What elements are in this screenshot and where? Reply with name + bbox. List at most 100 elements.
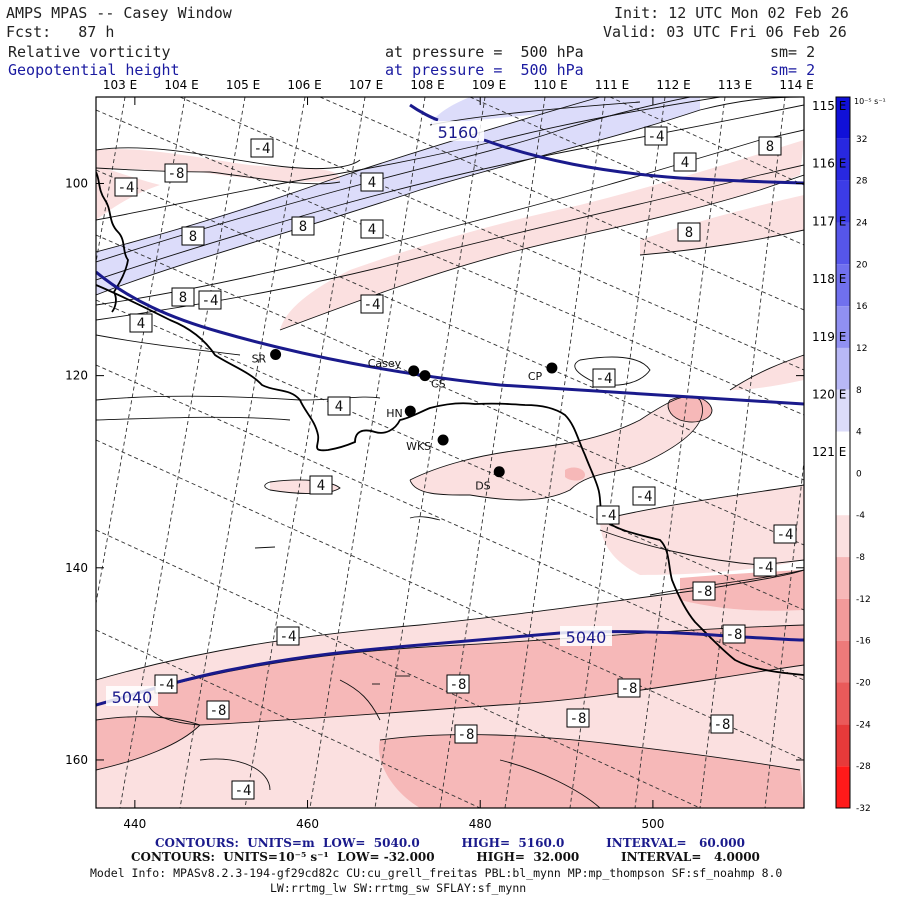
vorticity-label-box [566,708,590,728]
x-tick-label: 500 [641,817,664,831]
colorbar-label: 0 [856,469,862,479]
height-contour-label: 5040 [566,628,607,647]
vorticity-label-box [710,714,734,734]
y-tick-label: 140 [65,561,88,575]
field1-smoothing: sm= 2 [770,43,816,61]
station-dot [419,370,431,382]
height-label-bg [106,686,158,706]
colorbar-swatch [836,724,850,767]
init-time: Init: 12 UTC Mon 02 Feb 26 [614,4,849,22]
colorbar-label: 12 [856,344,867,354]
height-contour-label: 5160 [438,123,479,142]
top-lon-label: 114 E [779,78,813,92]
height-contour-info: CONTOURS: UNITS=m LOW= 5040.0 HIGH= 5160… [155,836,745,850]
station-label: Casey [368,357,402,370]
colorbar-swatch [836,598,850,641]
vorticity-label-box [617,678,641,698]
right-lon-label: 116 E [812,157,846,171]
colorbar-label: -8 [856,553,865,563]
colorbar-swatch [836,264,850,307]
vorticity-label: -4 [600,508,617,524]
colorbar-swatch [836,138,850,181]
vorticity-label-box [632,486,656,506]
colorbar-swatch [836,473,850,516]
colorbar-label: 4 [856,428,862,438]
station-label: WKS [406,440,431,453]
vorticity-label-box [129,313,153,333]
y-tick-label: 100 [65,176,88,190]
vorticity-label: -4 [202,293,219,309]
vorticity-label-box [360,219,384,239]
vorticity-label: 4 [368,175,376,191]
vorticity-contour-info: CONTOURS: UNITS=10⁻⁵ s⁻¹ LOW= -32.000 HI… [131,850,760,864]
colorbar-swatch [836,766,850,808]
colorbar-swatch [836,180,850,223]
map-title: AMPS MPAS -- Casey Window [6,4,232,22]
top-lon-label: 103 E [103,78,137,92]
right-longitude-labels: 115 E 116 E 117 E 118 E 119 E 120 E 121 E [812,99,846,459]
vorticity-label-box [722,624,746,644]
colorbar-label: -24 [856,720,871,730]
colorbar-swatch [836,431,850,474]
colorbar-label: -28 [856,762,871,772]
vorticity-label: -8 [450,677,467,693]
vorticity-label: 8 [766,139,774,155]
vorticity-contour-labels: -4 -8 -4 4 8 8 4 -4 4 8 8 -4 4 -4 8 -4 4 4 -4 -4 -4 -4 -4 -8 -8 -… [114,126,797,800]
vorticity-label: -4 [648,129,665,145]
top-lon-label: 107 E [349,78,383,92]
vorticity-label-box [164,163,188,183]
station-markers: SR Casey CS CP HN WKS DS [252,348,558,493]
coastline [96,171,804,676]
vorticity-label-box [327,396,351,416]
station-label: DS [475,480,490,493]
vorticity-label-box [454,724,478,744]
station-dot [404,405,416,417]
vorticity-label-box [677,222,701,242]
colorbar-label: 16 [856,302,868,312]
colorbar-label: -32 [856,804,871,814]
colorbar-label: 8 [856,386,862,396]
vorticity-label: -4 [158,677,175,693]
right-lon-label: 120 E [812,388,846,402]
colorbar-swatch [836,97,850,139]
vorticity-label: 8 [189,229,197,245]
vorticity-label-box [154,674,178,694]
colorbar-swatch [836,557,850,599]
height-contour-labels: 5160 5040 5040 [106,121,612,707]
x-tick-label: 460 [296,817,319,831]
x-tick-label: 440 [123,817,146,831]
vorticity-label-box [758,136,782,156]
vorticity-label-box [171,287,195,307]
vorticity-label: -4 [280,629,297,645]
valid-time: Valid: 03 UTC Fri 06 Feb 26 [603,23,847,41]
station-dot [408,365,420,377]
colorbar-swatch [836,515,850,558]
colorbar-label: 28 [856,177,868,187]
axis-ticks: 440 460 480 500 100 120 140 160 [65,97,804,831]
top-lon-label: 112 E [656,78,690,92]
field2-name: Geopotential height [8,61,180,79]
station-label: SR [252,352,267,365]
colorbar: 32 28 24 20 16 12 8 4 0 -4 -8 -12 -16 -20 -24 -28 -32 10⁻… [835,96,886,814]
right-lon-label: 118 E [812,272,846,286]
top-lon-label: 104 E [164,78,198,92]
vorticity-label: -8 [696,584,713,600]
field2-smoothing: sm= 2 [770,61,816,79]
vorticity-label: 4 [137,316,145,332]
vorticity-label-box [291,216,315,236]
vorticity-label-box [692,581,716,601]
y-tick-label: 120 [65,369,88,383]
vorticity-label: -4 [777,527,794,543]
vorticity-label: 8 [685,225,693,241]
forecast-hour: Fcst: 87 h [6,23,115,41]
vorticity-label-box [596,505,620,525]
vorticity-label: 4 [335,399,343,415]
vorticity-label: -8 [570,711,587,727]
vorticity-label-box [309,475,333,495]
colorbar-swatch [836,389,850,432]
model-info: Model Info: MPASv8.2.3-194-gf29cd82c CU:… [90,866,783,880]
vorticity-shading [96,97,804,808]
station-dot [546,362,558,374]
field2-level: at pressure = 500 hPa [385,61,584,79]
top-lon-label: 106 E [287,78,321,92]
